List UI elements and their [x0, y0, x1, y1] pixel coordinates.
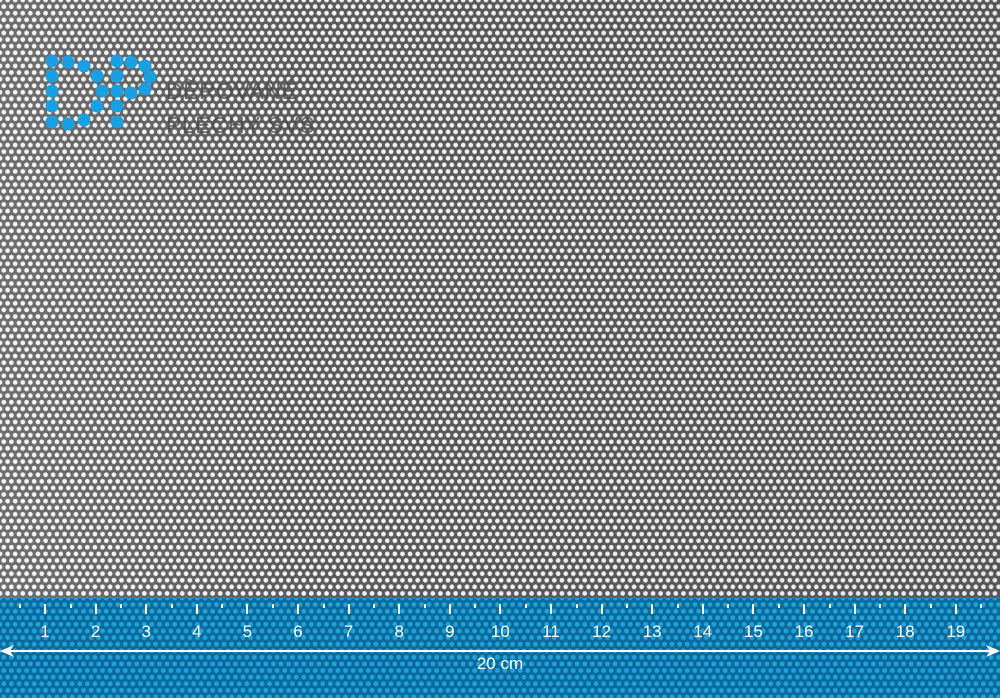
logo-dot — [45, 54, 59, 68]
ruler-tick — [853, 604, 856, 614]
logo-dot — [110, 99, 124, 113]
logo-dot — [138, 82, 152, 96]
logo-dot — [124, 55, 138, 69]
ruler-half-tick — [170, 604, 173, 608]
ruler-half-tick — [575, 604, 578, 608]
ruler-number: 4 — [192, 622, 202, 641]
ruler-half-tick — [69, 604, 72, 608]
logo-dot — [61, 55, 75, 69]
ruler-number: 17 — [845, 622, 865, 641]
ruler: 20 cm 1 2 3 4 5 6 7 8 9 10 11 12 13 14 15 16 17 18 19 — [0, 598, 1000, 698]
ruler-half-tick — [373, 604, 376, 608]
ruler-tick — [448, 604, 451, 614]
ruler-tick — [195, 604, 198, 614]
logo-dot — [110, 69, 124, 83]
arrow-left-icon — [0, 645, 14, 657]
ruler-tick — [954, 604, 957, 614]
ruler-tick — [145, 604, 148, 614]
ruler-tick — [752, 604, 755, 614]
ruler-number: 18 — [895, 622, 915, 641]
logo-dot — [90, 99, 104, 113]
logo-text-line2: PLECHY SVS — [166, 112, 316, 138]
logo-dot — [45, 84, 59, 98]
length-arrow — [0, 645, 1000, 657]
logo-dot — [138, 59, 152, 73]
ruler-tick — [246, 604, 249, 614]
ruler-number: 10 — [490, 622, 510, 641]
ruler-half-tick — [423, 604, 426, 608]
ruler-number: 13 — [642, 622, 662, 641]
ruler-half-tick — [929, 604, 932, 608]
ruler-number: 1 — [40, 622, 50, 641]
logo-dot — [77, 113, 91, 127]
ruler-half-tick — [272, 604, 274, 608]
ruler-half-tick — [778, 604, 780, 608]
ruler-tick — [44, 604, 46, 614]
ruler-tick — [94, 604, 97, 614]
ruler-tick — [904, 604, 907, 614]
logo-dot — [143, 70, 157, 84]
logo-dot — [45, 115, 59, 129]
logo-mark — [45, 54, 157, 131]
ruler-tick — [651, 604, 654, 614]
logo-dot — [95, 84, 109, 98]
ruler-number: 14 — [693, 622, 713, 641]
perforated-sheet — [0, 0, 1000, 598]
ruler-tick — [347, 604, 350, 614]
ruler-number: 3 — [141, 622, 151, 641]
ruler-tick — [499, 604, 502, 614]
arrow-right-icon — [986, 645, 1000, 657]
ruler-tick — [297, 604, 299, 614]
ruler-half-tick — [727, 604, 730, 608]
logo-dot — [45, 69, 59, 83]
ruler-tick — [600, 604, 603, 614]
logo-dot — [45, 99, 59, 113]
logo-dot — [90, 69, 104, 83]
ruler-half-tick — [322, 604, 325, 608]
logo-dot — [110, 115, 124, 129]
ruler-number: 2 — [90, 622, 101, 641]
logo-dot — [124, 86, 138, 100]
ruler-half-tick — [19, 604, 21, 608]
ruler-tick — [803, 604, 805, 614]
ruler-number: 9 — [445, 622, 455, 641]
ruler-number: 8 — [394, 622, 404, 641]
ruler-half-tick — [221, 604, 224, 608]
ruler-number: 7 — [343, 622, 354, 641]
logo-dot — [61, 117, 75, 131]
ruler-half-tick — [474, 604, 477, 608]
ruler-number: 16 — [794, 622, 814, 641]
ruler-number: 15 — [743, 622, 763, 641]
ruler-tick — [701, 604, 704, 614]
ruler-tick — [550, 604, 552, 614]
ruler-tick — [398, 604, 401, 614]
logo-dot — [110, 84, 124, 98]
length-label: 20 cm — [476, 654, 524, 673]
logo-dot — [110, 54, 124, 68]
ruler-half-tick — [828, 604, 831, 608]
ruler-number: 6 — [293, 622, 303, 641]
ruler-number: 11 — [542, 622, 560, 641]
logo-dot — [77, 59, 91, 73]
ruler-half-tick — [980, 604, 983, 608]
ruler-half-tick — [525, 604, 527, 608]
logo-text-line1: DĚROVANÉ — [166, 78, 298, 104]
ruler-half-tick — [676, 604, 679, 608]
ruler-half-tick — [120, 604, 123, 608]
ruler-number: 12 — [592, 622, 612, 641]
ruler-half-tick — [626, 604, 629, 608]
ruler-number: 5 — [242, 622, 253, 641]
ruler-half-tick — [879, 604, 882, 608]
ruler-number: 19 — [946, 622, 966, 641]
